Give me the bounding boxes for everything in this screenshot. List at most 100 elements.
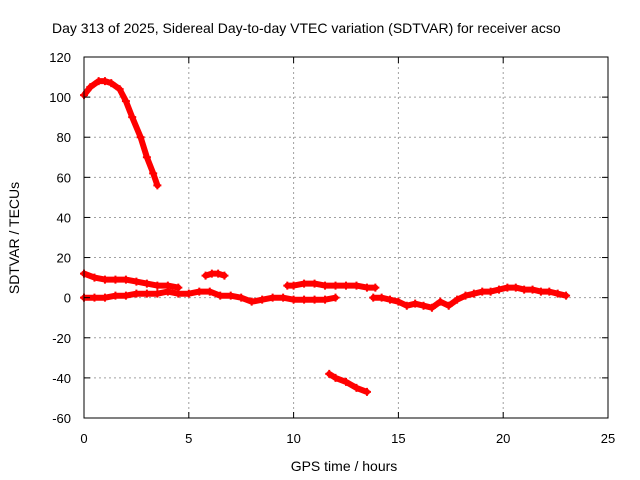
data-point (268, 293, 277, 302)
data-point (279, 293, 288, 302)
data-point (149, 169, 158, 178)
x-tick-label: 5 (185, 431, 192, 446)
y-tick-label: 80 (57, 130, 71, 145)
data-point (444, 301, 453, 310)
y-tick-label: -40 (52, 371, 71, 386)
data-point (310, 295, 319, 304)
data-point (511, 283, 520, 292)
y-tick-label: 0 (64, 291, 71, 306)
data-point (100, 77, 109, 86)
data-point (562, 291, 571, 300)
chart-title: Day 313 of 2025, Sidereal Day-to-day VTE… (52, 20, 561, 36)
plot-frame (83, 56, 609, 419)
data-point (163, 287, 172, 296)
data-point (419, 301, 428, 310)
data-point (121, 291, 130, 300)
y-tick-label: 100 (49, 90, 71, 105)
data-point (237, 293, 246, 302)
data-point (545, 287, 554, 296)
data-point (115, 85, 124, 94)
data-point (247, 297, 256, 306)
data-point (132, 277, 141, 286)
data-point (174, 289, 183, 298)
data-point (111, 291, 120, 300)
data-point (321, 281, 330, 290)
data-point (214, 269, 223, 278)
data-point (394, 297, 403, 306)
tick-labels: 0 5 10 15 20 25 -60 -40 -20 0 20 40 60 80 100 120 (49, 50, 615, 446)
data-point (201, 271, 210, 280)
data-point (111, 275, 120, 284)
y-tick-label: 60 (57, 170, 71, 185)
data-point (495, 285, 504, 294)
data-point (300, 295, 309, 304)
data-point (153, 289, 162, 298)
data-point (553, 289, 562, 298)
x-tick-label: 10 (286, 431, 300, 446)
data-point (478, 287, 487, 296)
data-point (153, 181, 162, 190)
series-arc-5 (284, 280, 379, 291)
data-point (128, 113, 137, 122)
y-tick-label: 20 (57, 251, 71, 266)
x-tick-label: 20 (496, 431, 510, 446)
data-point (107, 79, 116, 88)
data-point (402, 301, 411, 310)
data-point (184, 289, 193, 298)
data-point (536, 287, 545, 296)
data-point (528, 285, 537, 294)
data-point (300, 279, 309, 288)
data-point (289, 281, 298, 290)
data-point (321, 295, 330, 304)
data-point (153, 281, 162, 290)
data-point (142, 153, 151, 162)
data-point (331, 293, 340, 302)
y-axis-label: SDTVAR / TECUs (6, 182, 22, 294)
data-point (469, 289, 478, 298)
data-point (325, 369, 334, 378)
data-point (121, 97, 130, 106)
data-point (90, 273, 99, 282)
data-point (136, 133, 145, 142)
x-tick-label: 25 (601, 431, 615, 446)
data-point (220, 271, 229, 280)
data-point (289, 295, 298, 304)
data-point (205, 287, 214, 296)
y-tick-label: 120 (49, 50, 71, 65)
series-arc-2 (81, 270, 182, 291)
y-tick-label: 40 (57, 210, 71, 225)
y-tick-label: -60 (52, 411, 71, 426)
data-point (377, 293, 386, 302)
data-point (258, 295, 267, 304)
data-point (386, 295, 395, 304)
data-point (520, 285, 529, 294)
x-axis-label: GPS time / hours (291, 458, 398, 474)
data-point (331, 373, 340, 382)
data-point (86, 83, 95, 92)
series-layer (80, 77, 571, 396)
data-point (331, 281, 340, 290)
data-point (371, 283, 380, 292)
data-point (503, 283, 512, 292)
data-point (362, 283, 371, 292)
data-point (100, 275, 109, 284)
data-point (195, 287, 204, 296)
data-point (461, 291, 470, 300)
series-arc-7 (370, 284, 570, 311)
data-point (132, 289, 141, 298)
data-point (342, 377, 350, 386)
data-point (362, 387, 371, 396)
data-point (369, 293, 378, 302)
data-point (342, 281, 350, 290)
data-point (310, 279, 319, 288)
series-arc-1 (81, 78, 161, 189)
data-point (486, 287, 495, 296)
data-point (226, 291, 235, 300)
data-point (352, 281, 361, 290)
data-point (436, 297, 445, 306)
data-point (142, 289, 151, 298)
x-tick-label: 15 (391, 431, 405, 446)
data-point (216, 291, 225, 300)
data-point (427, 303, 436, 312)
